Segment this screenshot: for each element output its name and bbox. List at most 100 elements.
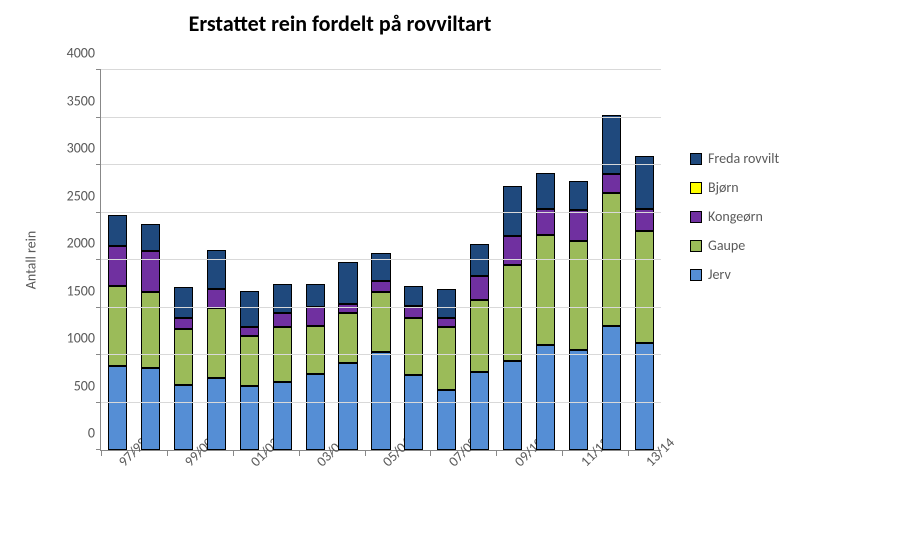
bar-slot — [397, 70, 430, 450]
legend-label: Kongeørn — [708, 208, 763, 225]
bar-slot — [595, 70, 628, 450]
legend-swatch — [690, 153, 702, 165]
bar-segment-kongeørn — [273, 313, 292, 326]
bar-segment-kongeørn — [108, 246, 127, 286]
bar-slot: 09/10 — [496, 70, 529, 450]
bar-slot: 05/06 — [365, 70, 398, 450]
bar-stack — [503, 186, 522, 450]
bar-stack — [536, 173, 555, 450]
bar-segment-gaupe — [174, 329, 193, 385]
bar-slot: 01/02 — [233, 70, 266, 450]
legend-label: Freda rovvilt — [708, 150, 779, 167]
bar-segment-jerv — [536, 345, 555, 450]
legend-item-bjørn: Bjørn — [690, 179, 779, 196]
bar-stack — [306, 284, 325, 450]
bar-segment-gaupe — [306, 326, 325, 374]
x-tick-mark — [562, 450, 563, 456]
bar-segment-gaupe — [635, 231, 654, 343]
bar-slot — [134, 70, 167, 450]
bar-segment-kongeørn — [306, 307, 325, 326]
legend-item-kongeørn: Kongeørn — [690, 208, 779, 225]
bar-segment-kongeørn — [503, 236, 522, 265]
bar-segment-jerv — [437, 390, 456, 450]
chart-container: Erstattet rein fordelt på rovviltart Ant… — [10, 10, 897, 533]
bar-segment-gaupe — [141, 292, 160, 368]
bar-stack — [273, 284, 292, 450]
grid-line — [101, 259, 661, 260]
legend-label: Gaupe — [708, 237, 745, 254]
y-tick-label: 0 — [88, 425, 95, 442]
grid-line — [101, 164, 661, 165]
bar-segment-kongeørn — [536, 209, 555, 236]
x-tick-mark — [233, 450, 234, 456]
chart-title: Erstattet rein fordelt på rovviltart — [10, 10, 670, 37]
bar-segment-kongeørn — [470, 276, 489, 300]
legend-label: Bjørn — [708, 179, 739, 196]
y-tick-label: 2000 — [67, 235, 95, 252]
x-tick-mark — [397, 450, 398, 456]
bar-slot — [332, 70, 365, 450]
bar-stack — [141, 224, 160, 450]
bar-segment-gaupe — [404, 318, 423, 375]
bar-slot — [463, 70, 496, 450]
bar-segment-freda-rovvilt — [338, 262, 357, 304]
bar-segment-jerv — [569, 350, 588, 450]
bar-segment-kongeørn — [602, 174, 621, 193]
legend-label: Jerv — [708, 266, 731, 283]
bar-segment-kongeørn — [240, 327, 259, 337]
x-tick-mark — [134, 450, 135, 456]
x-tick-mark — [365, 450, 366, 456]
legend-item-gaupe: Gaupe — [690, 237, 779, 254]
bar-segment-freda-rovvilt — [404, 286, 423, 306]
x-tick-mark — [496, 450, 497, 456]
bar-slot: 97/98 — [101, 70, 134, 450]
bar-stack — [207, 250, 226, 450]
bar-segment-freda-rovvilt — [240, 291, 259, 326]
bar-segment-gaupe — [371, 292, 390, 352]
x-tick-mark — [332, 450, 333, 456]
bar-slot: 03/04 — [299, 70, 332, 450]
bar-segment-freda-rovvilt — [437, 289, 456, 318]
y-tick-mark — [96, 117, 101, 118]
bar-segment-kongeørn — [141, 251, 160, 292]
bar-stack — [174, 287, 193, 450]
y-tick-label: 4000 — [67, 45, 95, 62]
bar-segment-jerv — [338, 363, 357, 450]
y-tick-mark — [96, 164, 101, 165]
bar-segment-gaupe — [338, 313, 357, 362]
bar-slot: 11/12 — [562, 70, 595, 450]
bar-segment-kongeørn — [437, 318, 456, 328]
bar-segment-freda-rovvilt — [536, 173, 555, 209]
bar-segment-jerv — [108, 366, 127, 450]
bar-segment-jerv — [635, 343, 654, 450]
grid-line — [101, 117, 661, 118]
bar-segment-freda-rovvilt — [569, 181, 588, 210]
bar-stack — [635, 156, 654, 450]
y-tick-label: 2500 — [67, 187, 95, 204]
x-tick-mark — [628, 450, 629, 456]
bar-segment-kongeørn — [207, 289, 226, 307]
y-tick-label: 500 — [74, 377, 95, 394]
y-tick-mark — [96, 259, 101, 260]
bar-stack — [569, 181, 588, 450]
legend-swatch — [690, 182, 702, 194]
bar-segment-freda-rovvilt — [470, 244, 489, 276]
bar-segment-kongeørn — [371, 281, 390, 292]
bar-segment-jerv — [470, 372, 489, 450]
x-tick-mark — [595, 450, 596, 456]
x-tick-mark — [167, 450, 168, 456]
bar-slot — [200, 70, 233, 450]
bar-slot: 13/14 — [628, 70, 661, 450]
bar-segment-freda-rovvilt — [108, 215, 127, 245]
y-tick-label: 3000 — [67, 140, 95, 157]
bar-segment-gaupe — [569, 241, 588, 350]
legend-swatch — [690, 240, 702, 252]
bar-stack — [338, 262, 357, 450]
bar-segment-jerv — [306, 374, 325, 450]
bar-segment-jerv — [240, 386, 259, 450]
bar-stack — [404, 286, 423, 450]
bar-segment-jerv — [602, 326, 621, 450]
bar-slot: 99/00 — [167, 70, 200, 450]
bar-segment-kongeørn — [569, 210, 588, 241]
grid-line — [101, 69, 661, 70]
